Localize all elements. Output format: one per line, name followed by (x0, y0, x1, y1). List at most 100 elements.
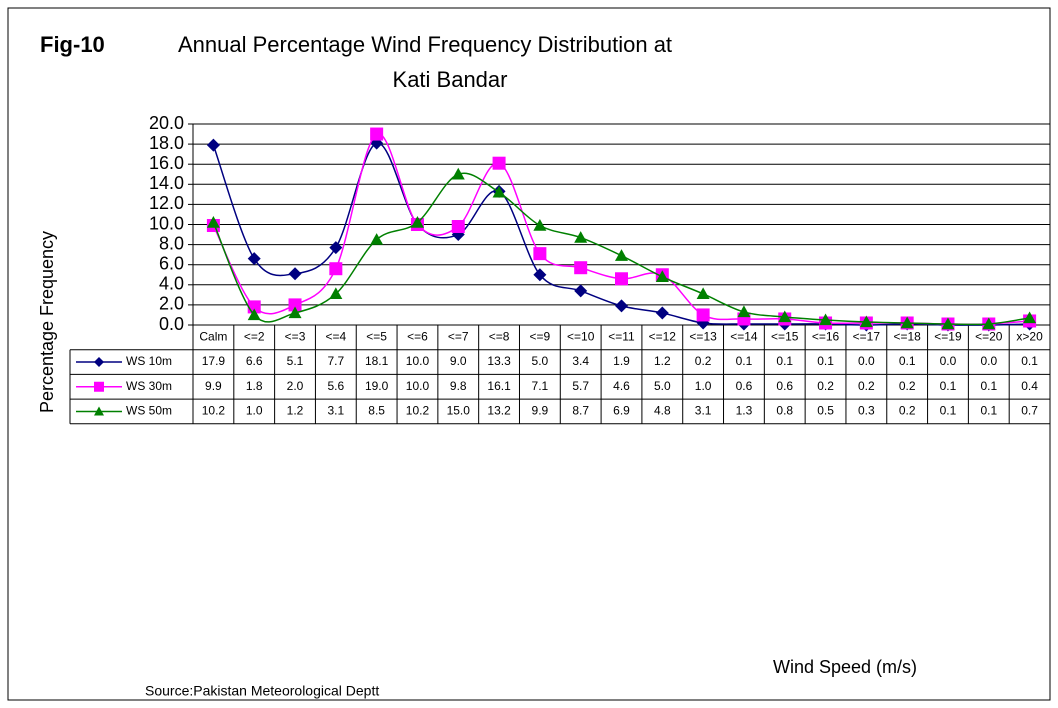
y-tick-label: 2.0 (159, 294, 184, 314)
marker (492, 156, 506, 170)
marker (941, 317, 955, 330)
table-value: 6.9 (613, 404, 630, 418)
marker (696, 287, 710, 300)
table-value: 0.2 (899, 404, 916, 418)
marker (533, 247, 547, 261)
x-tick-label: <=6 (407, 330, 428, 344)
table-value: 5.7 (572, 379, 589, 393)
legend-label: WS 50m (126, 404, 172, 418)
marker (94, 357, 104, 368)
source-note: Source:Pakistan Meteorological Deptt (145, 683, 379, 699)
table-value: 4.8 (654, 404, 671, 418)
marker (288, 298, 302, 312)
marker (288, 306, 302, 319)
marker (696, 308, 710, 322)
y-tick-label: 10.0 (149, 213, 184, 233)
table-value: 9.0 (450, 354, 467, 368)
table-value: 0.8 (776, 404, 793, 418)
table-value: 0.6 (776, 379, 793, 393)
table-value: 3.1 (327, 404, 344, 418)
table-value: 1.3 (736, 404, 753, 418)
x-tick-label: <=18 (893, 330, 921, 344)
table-value: 0.1 (776, 354, 793, 368)
legend-label: WS 10m (126, 354, 172, 368)
y-tick-label: 0.0 (159, 314, 184, 334)
x-tick-label: <=3 (285, 330, 306, 344)
y-tick-label: 4.0 (159, 274, 184, 294)
table-value: 13.3 (487, 354, 511, 368)
marker (247, 252, 261, 266)
marker (206, 138, 220, 152)
table-value: 0.7 (1021, 404, 1038, 418)
table-value: 0.6 (736, 379, 753, 393)
table-value: 8.5 (368, 404, 385, 418)
marker (615, 249, 628, 261)
table-value: 0.0 (940, 354, 957, 368)
y-tick-label: 12.0 (149, 193, 184, 213)
table-value: 17.9 (202, 354, 226, 368)
x-tick-label: <=20 (975, 330, 1003, 344)
y-tick-label: 6.0 (159, 253, 184, 273)
marker (655, 270, 669, 282)
table-value: 0.1 (1021, 354, 1038, 368)
x-tick-label: <=12 (649, 330, 677, 344)
marker (655, 306, 669, 320)
marker (615, 299, 628, 313)
x-tick-label: x>20 (1016, 330, 1043, 344)
table-value: 10.2 (202, 404, 226, 418)
marker (574, 261, 588, 275)
chart-subtitle: Kati Bandar (393, 67, 508, 92)
x-tick-label: <=8 (489, 330, 510, 344)
marker (574, 284, 588, 298)
table-value: 0.4 (1021, 379, 1038, 393)
x-tick-label: <=4 (325, 330, 346, 344)
marker (329, 287, 343, 300)
table-value: 0.1 (899, 354, 916, 368)
marker (247, 308, 261, 321)
plot-area (192, 123, 1051, 326)
table-value: 5.0 (654, 379, 671, 393)
table-value: 0.1 (980, 379, 997, 393)
table-value: 0.0 (858, 354, 875, 368)
table-value: 1.2 (287, 404, 304, 418)
marker (900, 316, 914, 329)
x-tick-label: <=16 (812, 330, 840, 344)
table-value: 1.8 (246, 379, 263, 393)
y-tick-label: 8.0 (159, 233, 184, 253)
table-value: 9.9 (532, 404, 549, 418)
table-value: 1.0 (246, 404, 263, 418)
marker (94, 406, 104, 416)
table-value: 5.0 (532, 354, 549, 368)
table-value: 18.1 (365, 354, 389, 368)
marker (1023, 311, 1037, 324)
x-tick-label: <=5 (366, 330, 387, 344)
marker (615, 272, 628, 286)
marker (288, 267, 302, 281)
table-value: 0.1 (940, 379, 957, 393)
x-tick-label: Calm (199, 330, 227, 344)
x-tick-label: <=10 (567, 330, 595, 344)
table-value: 19.0 (365, 379, 389, 393)
table-value: 7.1 (532, 379, 549, 393)
x-tick-label: <=19 (934, 330, 962, 344)
chart-subtitle: Annual Percentage Wind Frequency Distrib… (178, 32, 672, 57)
table-value: 0.5 (817, 404, 834, 418)
marker (492, 185, 506, 198)
marker (982, 317, 996, 330)
x-tick-label: <=7 (448, 330, 469, 344)
table-value: 9.8 (450, 379, 467, 393)
table-value: 5.1 (287, 354, 304, 368)
marker (533, 219, 547, 231)
table-value: 3.4 (572, 354, 589, 368)
marker (206, 215, 220, 228)
y-tick-label: 16.0 (149, 153, 184, 173)
table-value: 1.0 (695, 379, 712, 393)
table-value: 10.2 (406, 404, 430, 418)
table-value: 4.6 (613, 379, 630, 393)
y-axis-title: Percentage Frequency (37, 231, 57, 413)
marker (370, 127, 384, 141)
table-value: 16.1 (487, 379, 511, 393)
table-value: 1.2 (654, 354, 671, 368)
table-value: 2.0 (287, 379, 304, 393)
